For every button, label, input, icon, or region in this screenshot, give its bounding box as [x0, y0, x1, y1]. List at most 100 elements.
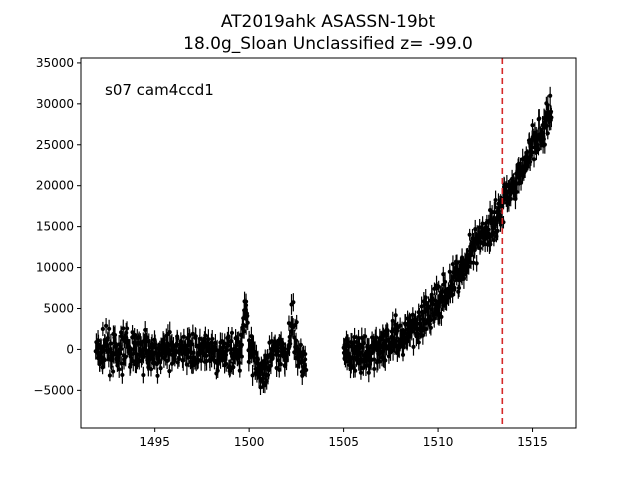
data-point	[471, 260, 476, 265]
y-tick-label: 5000	[43, 301, 74, 315]
data-point	[229, 351, 234, 356]
y-tick-label: 15000	[36, 220, 74, 234]
data-point	[119, 346, 124, 352]
data-point	[237, 368, 242, 373]
data-point	[383, 358, 388, 363]
y-tick-label: −5000	[33, 383, 74, 397]
x-tick-label: 1510	[423, 435, 454, 449]
data-point	[366, 370, 371, 375]
data-point	[291, 300, 296, 305]
data-point	[224, 361, 229, 367]
data-point	[424, 326, 429, 332]
data-point	[278, 362, 283, 367]
data-point	[548, 93, 553, 98]
data-point	[243, 299, 249, 304]
data-point	[245, 320, 250, 325]
data-point	[100, 326, 105, 332]
data-point	[124, 326, 130, 331]
data-point	[456, 289, 461, 294]
data-point	[372, 366, 377, 372]
data-point	[417, 313, 422, 318]
data-point	[423, 295, 428, 300]
data-point	[229, 330, 235, 335]
data-point	[129, 355, 134, 361]
data-point	[116, 355, 121, 360]
data-point	[530, 123, 535, 128]
data-point	[124, 330, 129, 335]
data-point	[473, 227, 478, 232]
data-point	[456, 285, 462, 291]
data-point	[304, 367, 309, 373]
data-point	[508, 196, 513, 202]
data-point	[148, 367, 154, 372]
data-point	[549, 115, 554, 120]
data-point	[266, 366, 271, 371]
data-point	[372, 357, 377, 362]
data-point	[398, 323, 403, 328]
chart-subtitle: 18.0g_Sloan Unclassified z= -99.0	[183, 34, 473, 54]
data-point	[537, 116, 542, 121]
data-point	[172, 357, 177, 362]
data-point	[123, 354, 128, 360]
data-point	[452, 285, 457, 291]
data-points	[93, 86, 554, 395]
data-point	[143, 327, 148, 333]
data-point	[181, 334, 186, 339]
data-point	[488, 242, 493, 247]
data-point	[428, 325, 433, 330]
data-point	[104, 323, 109, 328]
data-point	[530, 150, 535, 155]
data-point	[542, 142, 547, 147]
data-point	[474, 261, 479, 266]
data-point	[447, 269, 452, 274]
data-point	[531, 157, 537, 162]
data-point	[141, 372, 146, 378]
data-point	[442, 279, 448, 285]
data-point	[181, 358, 186, 363]
data-point	[276, 358, 281, 363]
data-point	[190, 331, 195, 336]
data-point	[175, 342, 181, 348]
axes: 1495 1500 1505 1510 1515 −5000 0 5000 10000 15000…	[33, 56, 577, 449]
ccd-annotation: s07 cam4ccd1	[105, 81, 214, 99]
x-tick-label: 1505	[328, 435, 359, 449]
data-point	[161, 337, 166, 342]
data-point	[545, 131, 550, 136]
data-point	[416, 340, 421, 345]
plot-area	[93, 58, 554, 428]
data-point	[184, 362, 190, 367]
data-point	[110, 369, 116, 374]
data-point	[107, 326, 112, 331]
data-point	[393, 313, 398, 318]
data-point	[528, 159, 533, 164]
axes-frame	[80, 57, 577, 429]
data-point	[480, 221, 485, 226]
x-tick-label: 1495	[139, 435, 170, 449]
data-point	[131, 359, 136, 364]
data-point	[377, 359, 382, 364]
data-point	[461, 276, 467, 281]
data-point	[167, 369, 172, 374]
data-point	[286, 321, 292, 326]
chart-title: AT2019ahk ASASSN-19bt	[221, 12, 436, 32]
data-point	[210, 336, 215, 341]
data-point	[422, 309, 427, 314]
y-tick-label: 35000	[36, 56, 74, 70]
data-point	[213, 341, 218, 346]
data-point	[298, 342, 303, 347]
data-point	[352, 335, 357, 340]
data-point	[203, 333, 208, 338]
data-point	[112, 332, 118, 338]
y-tick-label: 10000	[36, 261, 74, 275]
data-point	[363, 334, 368, 339]
data-point	[117, 367, 122, 372]
y-tick-label: 0	[66, 342, 74, 356]
data-point	[491, 238, 496, 243]
data-point	[353, 368, 358, 373]
data-point	[120, 372, 125, 378]
data-point	[229, 339, 234, 344]
data-point	[121, 326, 126, 331]
y-tick-label: 30000	[36, 97, 74, 111]
